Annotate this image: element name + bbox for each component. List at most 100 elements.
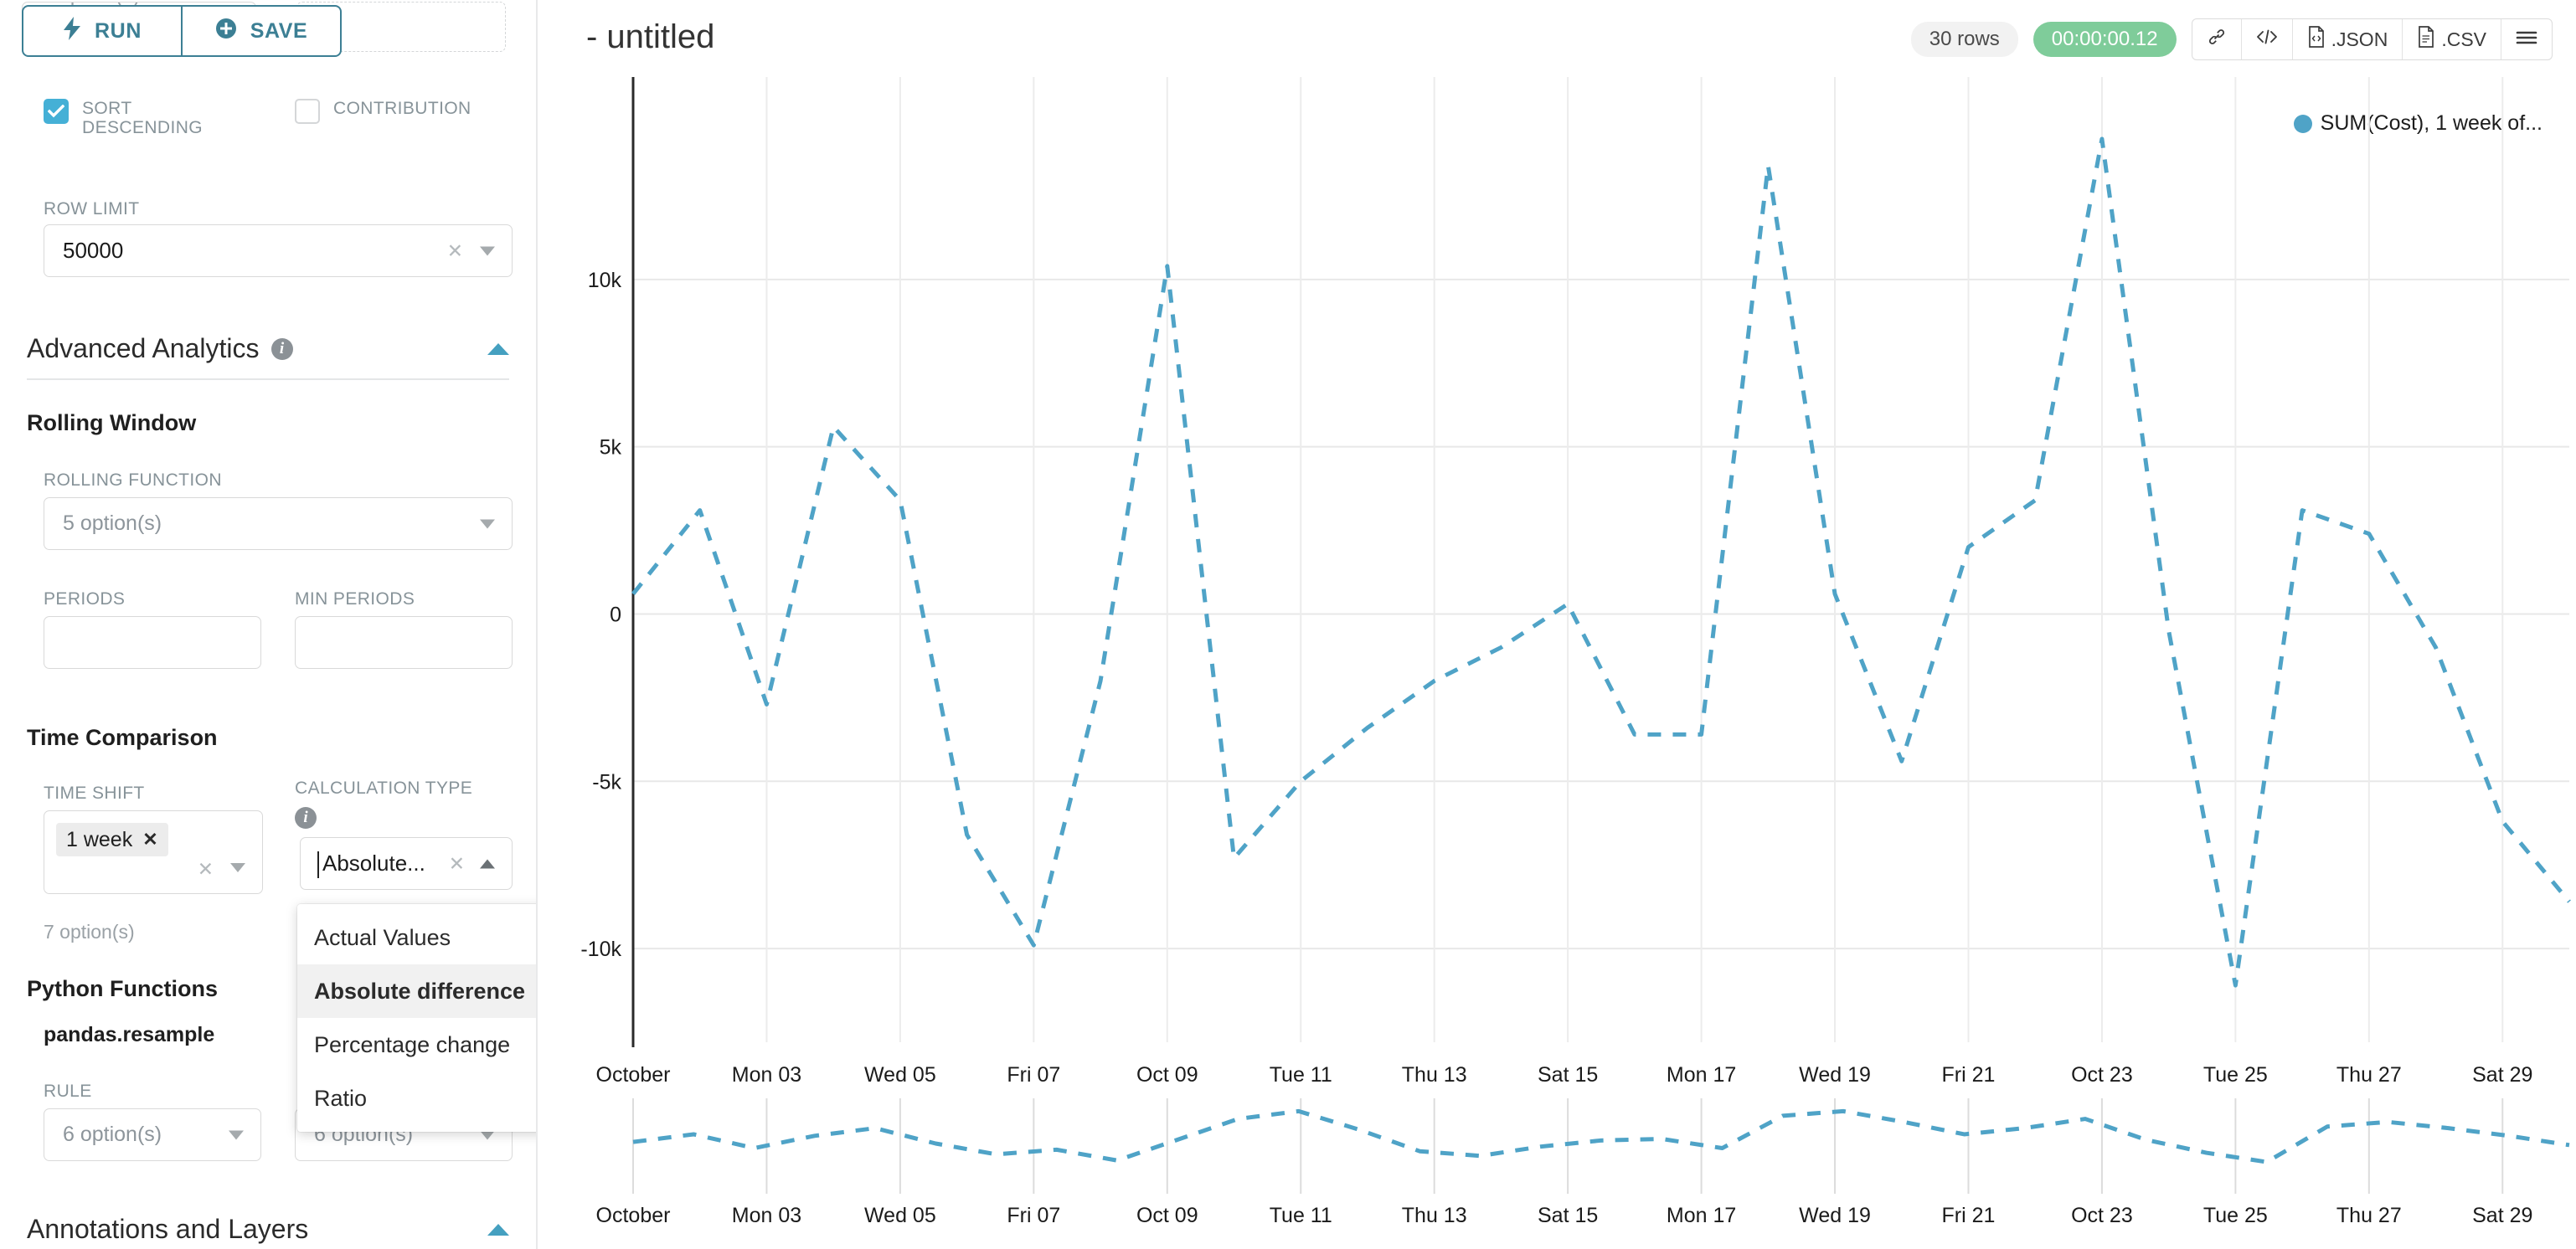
row-limit-select[interactable]: 50000 ✕ bbox=[44, 224, 513, 277]
advanced-analytics-header[interactable]: Advanced Analytics i bbox=[27, 333, 509, 364]
share-link-button[interactable] bbox=[2192, 19, 2241, 59]
overview-series bbox=[632, 1108, 2570, 1164]
dropdown-option-percentage-change[interactable]: Percentage change bbox=[297, 1018, 536, 1072]
text-cursor bbox=[317, 851, 319, 878]
bolt-icon bbox=[63, 16, 81, 46]
run-button-label: RUN bbox=[95, 18, 142, 43]
rule-select[interactable]: 6 option(s) bbox=[44, 1108, 261, 1161]
download-json-button[interactable]: .JSON bbox=[2291, 19, 2403, 59]
svg-text:0: 0 bbox=[610, 603, 621, 626]
chevron-up-icon[interactable] bbox=[487, 342, 509, 355]
download-json-label: .JSON bbox=[2331, 28, 2388, 50]
svg-text:Wed 19: Wed 19 bbox=[1799, 1063, 1871, 1087]
save-button[interactable]: SAVE bbox=[181, 7, 340, 55]
overview-gridlines bbox=[632, 1098, 2504, 1194]
run-save-button-group: RUN SAVE bbox=[22, 5, 342, 57]
code-icon bbox=[2256, 28, 2278, 51]
periods-label: PERIODS bbox=[44, 589, 126, 609]
svg-text:Wed 05: Wed 05 bbox=[864, 1063, 936, 1087]
embed-code-button[interactable] bbox=[2240, 19, 2292, 59]
svg-text:Oct 09: Oct 09 bbox=[1136, 1204, 1198, 1227]
svg-text:Fri 21: Fri 21 bbox=[1942, 1204, 1996, 1227]
svg-text:Wed 19: Wed 19 bbox=[1799, 1204, 1871, 1227]
chart-series bbox=[631, 136, 2571, 988]
calculation-type-clear-icon[interactable]: ✕ bbox=[448, 852, 465, 874]
periods-input[interactable] bbox=[44, 616, 261, 669]
chart-main-panel: - untitled 30 rows 00:00:00.12 bbox=[539, 0, 2576, 1249]
chevron-up-icon[interactable] bbox=[487, 1223, 509, 1236]
svg-text:-10k: -10k bbox=[580, 938, 621, 961]
json-file-icon bbox=[2307, 26, 2326, 53]
close-icon[interactable]: ✕ bbox=[142, 829, 158, 850]
calculation-type-dropdown-menu[interactable]: Actual Values Absolute difference Percen… bbox=[297, 904, 536, 1132]
time-shift-chip-label: 1 week bbox=[66, 827, 133, 851]
svg-text:Oct 23: Oct 23 bbox=[2071, 1063, 2133, 1087]
annotations-and-layers-header[interactable]: Annotations and Layers bbox=[27, 1214, 509, 1245]
contribution-label: CONTRIBUTION bbox=[333, 99, 471, 118]
chevron-down-icon[interactable] bbox=[230, 863, 245, 872]
contribution-checkbox[interactable] bbox=[295, 99, 320, 124]
svg-text:10k: 10k bbox=[588, 269, 622, 292]
svg-text:Mon 03: Mon 03 bbox=[732, 1204, 801, 1227]
chart-legend[interactable]: SUM(Cost), 1 week of... bbox=[2293, 111, 2543, 136]
page-title[interactable]: - untitled bbox=[586, 18, 715, 55]
svg-text:5k: 5k bbox=[600, 436, 622, 460]
svg-text:Thu 27: Thu 27 bbox=[2336, 1204, 2402, 1227]
sort-descending-checkbox[interactable] bbox=[44, 99, 69, 124]
svg-text:Sat 29: Sat 29 bbox=[2472, 1063, 2532, 1087]
download-csv-label: .CSV bbox=[2441, 28, 2486, 50]
rolling-function-label: ROLLING FUNCTION bbox=[44, 470, 222, 490]
link-icon bbox=[2207, 27, 2227, 52]
chevron-down-icon[interactable] bbox=[480, 246, 495, 255]
row-limit-label: ROW LIMIT bbox=[44, 199, 140, 218]
legend-label: SUM(Cost), 1 week of... bbox=[2320, 111, 2543, 135]
dropdown-option-absolute-difference[interactable]: Absolute difference bbox=[297, 964, 536, 1018]
advanced-analytics-title: Advanced Analytics bbox=[27, 333, 260, 363]
rows-count-badge: 30 rows bbox=[1910, 22, 2018, 57]
time-shift-select[interactable]: 1 week ✕ ✕ bbox=[44, 810, 263, 894]
dropdown-option-actual-values[interactable]: Actual Values bbox=[297, 911, 536, 964]
time-shift-chip[interactable]: 1 week ✕ bbox=[56, 823, 168, 856]
dropdown-option-label: Absolute difference bbox=[314, 978, 526, 1004]
info-icon[interactable]: i bbox=[270, 337, 293, 360]
dropdown-option-label: Percentage change bbox=[314, 1031, 511, 1057]
run-button[interactable]: RUN bbox=[23, 7, 181, 55]
svg-text:Oct 09: Oct 09 bbox=[1136, 1063, 1198, 1087]
svg-text:Sat 15: Sat 15 bbox=[1538, 1063, 1598, 1087]
chevron-down-icon[interactable] bbox=[229, 1130, 244, 1139]
python-functions-title: Python Functions bbox=[27, 976, 218, 1001]
svg-text:Sat 29: Sat 29 bbox=[2472, 1204, 2532, 1227]
svg-text:Oct 23: Oct 23 bbox=[2071, 1204, 2133, 1227]
rolling-function-select[interactable]: 5 option(s) bbox=[44, 497, 513, 550]
chart-actions-button-group: .JSON .CSV bbox=[2191, 18, 2553, 60]
svg-text:Mon 17: Mon 17 bbox=[1667, 1063, 1736, 1087]
svg-text:Thu 13: Thu 13 bbox=[1402, 1204, 1467, 1227]
sort-descending-row[interactable]: SORT DESCENDING bbox=[44, 99, 270, 137]
csv-file-icon bbox=[2417, 26, 2435, 53]
hamburger-icon bbox=[2516, 28, 2537, 51]
more-menu-button[interactable] bbox=[2501, 19, 2552, 59]
sort-descending-label: SORT DESCENDING bbox=[82, 99, 204, 138]
row-limit-value: 50000 bbox=[63, 238, 124, 263]
chevron-down-icon[interactable] bbox=[480, 519, 495, 528]
chevron-down-icon[interactable] bbox=[480, 1130, 495, 1139]
svg-text:October: October bbox=[596, 1063, 671, 1087]
chart-y-tick-labels: 10k 5k 0 -5k -10k bbox=[580, 269, 621, 961]
python-functions-subtitle: pandas.resample bbox=[44, 1023, 215, 1046]
time-shift-clear-icon[interactable]: ✕ bbox=[197, 858, 214, 880]
download-csv-button[interactable]: .CSV bbox=[2402, 19, 2501, 59]
row-limit-clear-icon[interactable]: ✕ bbox=[446, 239, 463, 261]
svg-text:Thu 13: Thu 13 bbox=[1402, 1063, 1467, 1087]
min-periods-input[interactable] bbox=[295, 616, 513, 669]
calculation-type-select[interactable]: Absolute... ✕ bbox=[300, 837, 513, 890]
chevron-up-icon[interactable] bbox=[480, 859, 495, 868]
chart-x-tick-labels: October Mon 03 Wed 05 Fri 07 Oct 09 Tue 11 Thu… bbox=[596, 1063, 2533, 1087]
svg-text:Tue 25: Tue 25 bbox=[2203, 1204, 2268, 1227]
svg-text:Fri 21: Fri 21 bbox=[1942, 1063, 1996, 1087]
calculation-type-label: CALCULATION TYPE bbox=[295, 779, 473, 798]
contribution-row[interactable]: CONTRIBUTION bbox=[295, 99, 471, 124]
svg-text:Mon 03: Mon 03 bbox=[732, 1063, 801, 1087]
dropdown-option-ratio[interactable]: Ratio bbox=[297, 1072, 536, 1125]
info-icon[interactable]: i bbox=[295, 807, 317, 829]
